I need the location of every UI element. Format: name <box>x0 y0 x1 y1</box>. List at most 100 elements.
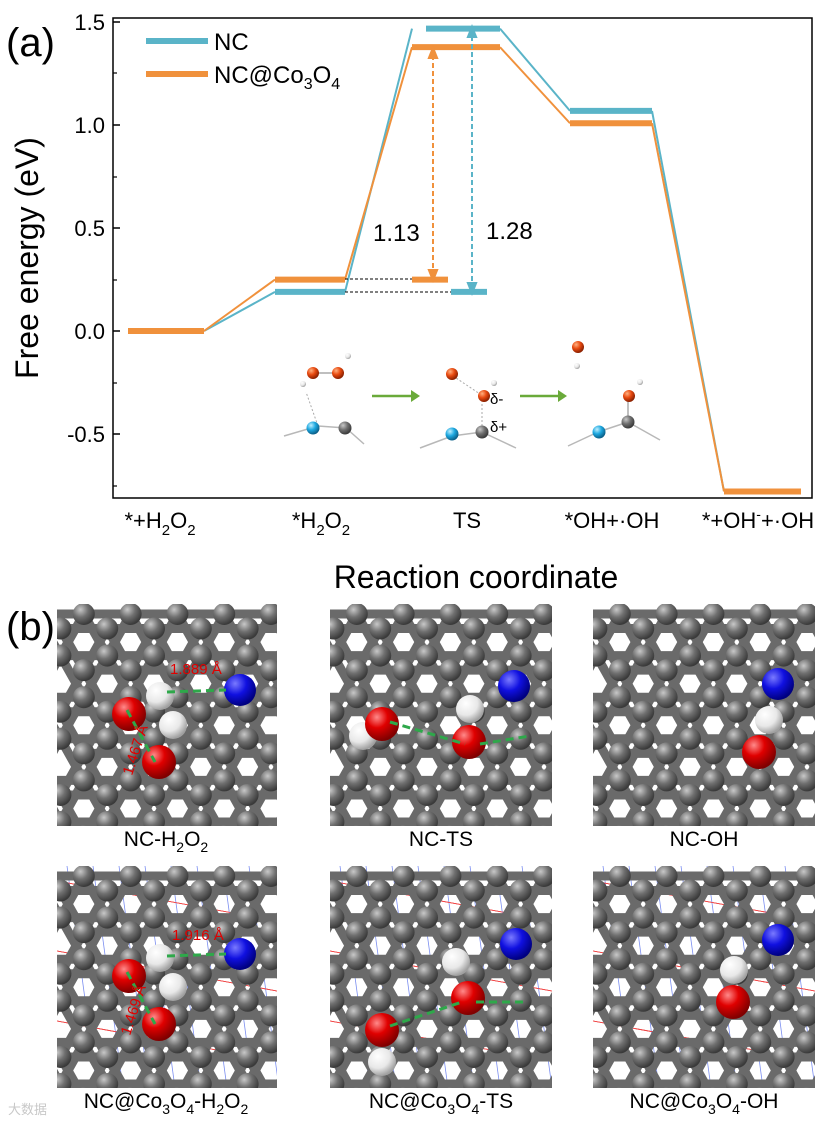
carbon-atom <box>236 1073 259 1088</box>
carbon-atom <box>283 963 305 985</box>
hydrogen-atom <box>146 682 174 710</box>
carbon-atom <box>283 728 305 750</box>
carbon-atom <box>462 879 485 902</box>
carbon-atom <box>757 825 764 826</box>
carbon-atom <box>143 1073 165 1088</box>
carbon-atom <box>702 921 725 944</box>
carbon-atom <box>796 948 815 971</box>
carbon-atom <box>562 948 584 970</box>
carbon-atom <box>556 645 578 667</box>
carbon-atom <box>72 921 95 944</box>
carbon-atom <box>127 1087 134 1088</box>
panel-b-label: (b) <box>6 605 55 649</box>
carbon-atom <box>166 921 189 944</box>
carbon-atom <box>174 1087 181 1088</box>
carbon-atom <box>632 1045 655 1068</box>
oxygen-atom <box>142 1007 176 1041</box>
carbon-atom <box>702 604 725 625</box>
connector-line <box>499 46 571 124</box>
carbon-atom <box>679 879 701 902</box>
carbon-atom <box>655 659 678 682</box>
carbon-atom <box>796 1031 815 1054</box>
carbon-atom <box>392 1031 415 1054</box>
category-label: *+H2O2 <box>124 508 195 539</box>
hydrogen-atom <box>368 1048 396 1076</box>
structure-tile <box>593 604 836 833</box>
carbon-atom <box>772 1045 795 1068</box>
carbon-atom <box>632 783 655 806</box>
carbon-atom <box>509 879 532 902</box>
carbon-atom <box>593 617 608 640</box>
carbon-atom <box>345 769 368 792</box>
carbon-atom <box>616 825 623 826</box>
y-axis-ticks <box>113 21 120 487</box>
carbon-atom <box>260 1004 277 1027</box>
carbon-atom <box>632 617 655 640</box>
carbon-atom <box>307 659 329 681</box>
hbond-line <box>125 971 157 1025</box>
carbon-atom <box>57 783 72 806</box>
carbon-atom <box>369 617 392 640</box>
carbon-atom <box>819 1073 836 1095</box>
carbon-atom <box>819 907 836 929</box>
carbon-atom <box>447 1087 454 1088</box>
carbon-atom <box>749 1004 772 1027</box>
carbon-atom <box>307 921 329 943</box>
carbon-atom <box>119 769 142 792</box>
oxygen-atom <box>451 981 485 1015</box>
carbon-atom <box>119 1031 142 1054</box>
oxygen-atom <box>716 985 750 1019</box>
carbon-atom <box>345 866 368 887</box>
carbon-atom <box>533 1004 552 1027</box>
carbon-atom <box>236 1045 259 1068</box>
oxygen-atom <box>742 735 776 769</box>
carbon-atom <box>655 866 678 887</box>
carbon-atom <box>392 659 415 682</box>
carbon-atom <box>819 811 836 833</box>
nitrogen-atom <box>762 668 794 700</box>
structure-tile <box>299 866 578 1095</box>
carbon-atom <box>330 727 345 750</box>
distance-label: 1.916 Å <box>172 927 224 944</box>
carbon-atom <box>345 948 368 971</box>
carbon-atom <box>392 866 415 887</box>
carbon-atom <box>796 686 815 709</box>
carbon-atom <box>772 906 795 929</box>
carbon-atom <box>556 990 578 1012</box>
carbon-atom <box>725 879 748 902</box>
carbon-atom <box>819 784 836 806</box>
carbon-atom <box>189 811 212 826</box>
carbon-atom <box>772 811 795 826</box>
structure-tile <box>57 604 329 826</box>
carbon-atom <box>213 921 236 944</box>
carbon-atom <box>72 659 95 682</box>
carbon-atom <box>353 1087 360 1088</box>
carbon-atom <box>236 700 259 723</box>
carbon-atom <box>72 866 95 887</box>
connector-line <box>344 46 413 280</box>
carbon-atom <box>166 604 189 625</box>
carbon-atom <box>330 962 345 985</box>
carbon-atom <box>330 989 345 1012</box>
carbon-atom <box>655 1004 678 1027</box>
carbon-atom <box>556 907 578 929</box>
oxygen-atom <box>142 745 176 779</box>
carbon-atom <box>96 727 119 750</box>
carbon-atom <box>749 769 772 792</box>
carbon-atom <box>556 1073 578 1095</box>
carbon-atom <box>725 1045 748 1068</box>
carbon-atom <box>119 921 142 944</box>
carbon-atom <box>143 811 165 826</box>
carbon-atom <box>486 866 509 887</box>
carbon-atom <box>725 617 748 640</box>
carbon-atom <box>330 700 345 723</box>
carbon-atom <box>632 962 655 985</box>
carbon-atom <box>96 783 119 806</box>
carbon-atom <box>166 659 189 682</box>
carbon-atom <box>416 1073 438 1088</box>
structure-tile <box>26 865 329 1088</box>
carbon-atom <box>26 865 48 887</box>
carbon-atom <box>283 645 305 667</box>
carbon-atom <box>299 948 321 970</box>
